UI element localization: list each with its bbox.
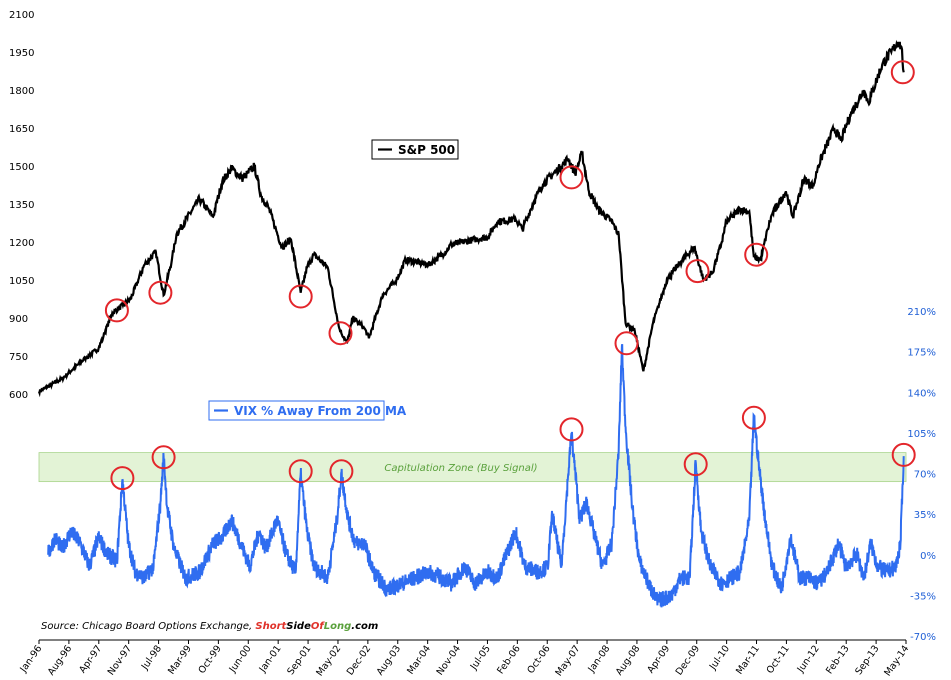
x-tick-label: Nov-04: [435, 643, 463, 677]
right-tick-label: 175%: [907, 348, 936, 359]
legend-sp500-label: S&P 500: [398, 143, 455, 157]
x-tick-label: Jan-01: [257, 643, 284, 675]
legend-vix-label: VIX % Away From 200 MA: [234, 404, 407, 418]
annotation-circle: [559, 165, 584, 190]
right-tick-label: -35%: [910, 591, 936, 602]
brand-short: Short: [255, 621, 287, 632]
x-tick-label: Dec-02: [345, 643, 373, 677]
x-tick-label: Nov-97: [106, 643, 134, 677]
x-tick-label: Oct-06: [525, 643, 552, 675]
annotation-circle: [741, 405, 766, 430]
x-tick-label: Apr-97: [77, 643, 104, 675]
x-tick-label: Aug-03: [375, 643, 404, 677]
left-tick-label: 900: [9, 314, 28, 325]
annotation-circle: [614, 331, 639, 356]
legend-sp500-box: [371, 139, 459, 160]
annotation-circle: [110, 466, 135, 491]
left-tick-label: 1350: [9, 200, 34, 211]
legend-sp500: S&P 500: [371, 139, 459, 160]
left-tick-label: 1500: [9, 162, 34, 173]
annotation-circle: [104, 298, 129, 323]
left-tick-label: 750: [9, 352, 28, 363]
x-tick-label: May-14: [882, 643, 911, 678]
right-tick-label: -70%: [910, 632, 936, 643]
annotation-circle: [685, 259, 710, 284]
source-prefix: Source: Chicago Board Options Exchange,: [41, 621, 255, 632]
x-tick-label: Apr-09: [645, 643, 672, 675]
x-tick-label: Oct-11: [765, 643, 792, 675]
right-tick-label: 105%: [907, 429, 936, 440]
x-tick-label: May-02: [314, 643, 343, 678]
right-tick-label: 140%: [907, 388, 936, 399]
annotation-circle: [890, 60, 915, 85]
sp500-series-line: [37, 39, 905, 398]
left-tick-label: 600: [9, 390, 28, 401]
x-tick-label: Mar-04: [405, 643, 433, 676]
left-tick-label: 1650: [9, 124, 34, 135]
right-tick-label: 210%: [907, 307, 936, 318]
annotation-circle: [891, 442, 916, 467]
left-tick-label: 1200: [9, 238, 34, 249]
x-tick-label: Dec-09: [674, 643, 702, 677]
annotation-circles: [104, 60, 916, 491]
x-tick-label: Jul-05: [468, 643, 493, 672]
right-axis-ticks: 210% 175% 140% 105% 70% 35% 0% -35% -70%: [907, 307, 936, 643]
left-tick-label: 1800: [9, 86, 34, 97]
annotation-circle: [329, 459, 354, 484]
legend-vix-box: [208, 400, 385, 421]
x-tick-label: Sep-01: [285, 643, 313, 677]
x-tick-label: Jul-10: [707, 643, 732, 672]
x-tick-label: Sep-13: [853, 643, 881, 677]
x-tick-label: Jun-12: [795, 643, 822, 675]
brand-long: Long: [324, 621, 352, 632]
source-note: Source: Chicago Board Options Exchange, …: [41, 621, 378, 632]
left-tick-label: 1950: [9, 48, 34, 59]
x-tick-label: Aug-08: [614, 643, 643, 677]
capitulation-zone-label: Capitulation Zone (Buy Signal): [384, 463, 537, 474]
x-axis-ticks: Jan-96 Aug-96 Apr-97 Nov-97 Jul-98 Mar-99 Oct-…: [18, 640, 911, 678]
left-tick-label: 1050: [9, 276, 34, 287]
x-tick-label: Mar-99: [166, 643, 194, 676]
brand-of: Of: [311, 621, 326, 632]
annotation-circle: [288, 284, 313, 309]
x-tick-label: Oct-99: [196, 643, 223, 675]
annotation-circle: [151, 445, 176, 470]
x-tick-label: Feb-06: [495, 643, 523, 676]
x-tick-label: Jun-00: [227, 643, 254, 675]
x-tick-label: Mar-11: [734, 643, 762, 676]
x-tick-label: Feb-13: [824, 643, 852, 676]
right-tick-label: 35%: [914, 510, 936, 521]
annotation-circle: [744, 242, 769, 267]
annotation-circle: [559, 417, 584, 442]
annotation-circle: [328, 321, 353, 346]
right-tick-label: 0%: [920, 551, 936, 562]
x-tick-label: Jul-98: [139, 643, 164, 672]
legend-vix: VIX % Away From 200 MA: [208, 400, 407, 421]
capitulation-zone: Capitulation Zone (Buy Signal): [38, 452, 907, 483]
brand-com: .com: [351, 621, 378, 632]
brand-side: Side: [286, 621, 311, 632]
annotation-circle: [288, 459, 313, 484]
x-tick-label: May-07: [554, 643, 583, 678]
vix-series-line: [47, 344, 905, 608]
x-tick-label: Jan-96: [18, 643, 45, 675]
annotation-circle: [683, 452, 708, 477]
x-tick-label: Aug-96: [46, 643, 75, 677]
left-tick-label: 2100: [9, 10, 34, 21]
right-tick-label: 70%: [914, 470, 936, 481]
x-tick-label: Jan-08: [586, 643, 613, 675]
annotation-circle: [148, 280, 173, 305]
left-axis-ticks: 600 750 900 1050 1200 1350 1500 1650 1800 1950 210…: [9, 10, 34, 401]
